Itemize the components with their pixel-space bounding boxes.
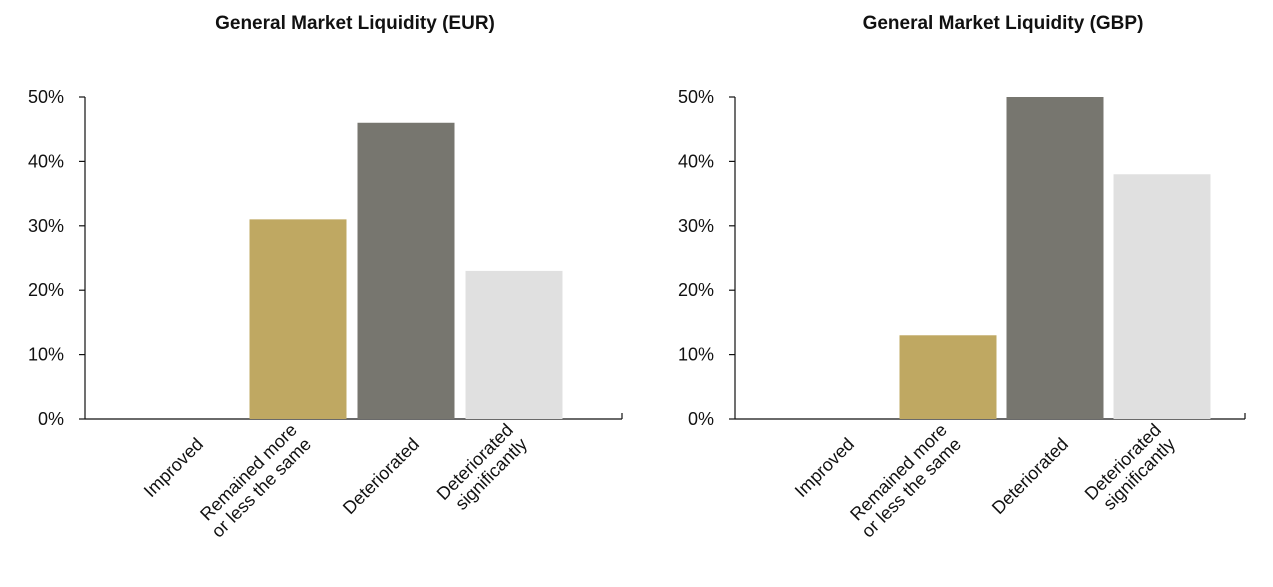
y-tick-label: 40% [678,151,714,171]
y-tick-label: 30% [28,216,64,236]
x-tick-label-line: Improved [140,434,207,501]
x-tick-label: Deterioratedsignificantly [1081,420,1179,518]
chart-title: General Market Liquidity (EUR) [215,13,495,34]
y-tick-label: 20% [28,280,64,300]
x-tick-label: Deterioratedsignificantly [433,420,531,518]
x-tick-label-line: Improved [791,434,858,501]
y-tick-label: 50% [678,87,714,107]
chart-title: General Market Liquidity (GBP) [863,13,1144,34]
y-tick-label: 0% [688,409,714,429]
bar [899,335,997,419]
y-tick-label: 30% [678,216,714,236]
bar [249,219,347,419]
y-tick-label: 50% [28,87,64,107]
bar [357,122,455,419]
x-tick-label: Deteriorated [988,434,1072,518]
y-tick-label: 40% [28,151,64,171]
bar [1006,97,1104,419]
bar [465,270,563,419]
x-tick-label: Deteriorated [339,434,423,518]
x-tick-label-line: Deteriorated [988,434,1072,518]
bar [1113,174,1211,419]
x-tick-label: Remained moreor less the same [193,420,315,542]
y-tick-label: 10% [28,345,64,365]
y-tick-label: 10% [678,345,714,365]
x-tick-label: Remained moreor less the same [843,420,965,542]
x-tick-label-line: Deteriorated [339,434,423,518]
y-tick-label: 20% [678,280,714,300]
x-tick-label: Improved [791,434,858,501]
y-tick-label: 0% [38,409,64,429]
x-tick-label: Improved [140,434,207,501]
